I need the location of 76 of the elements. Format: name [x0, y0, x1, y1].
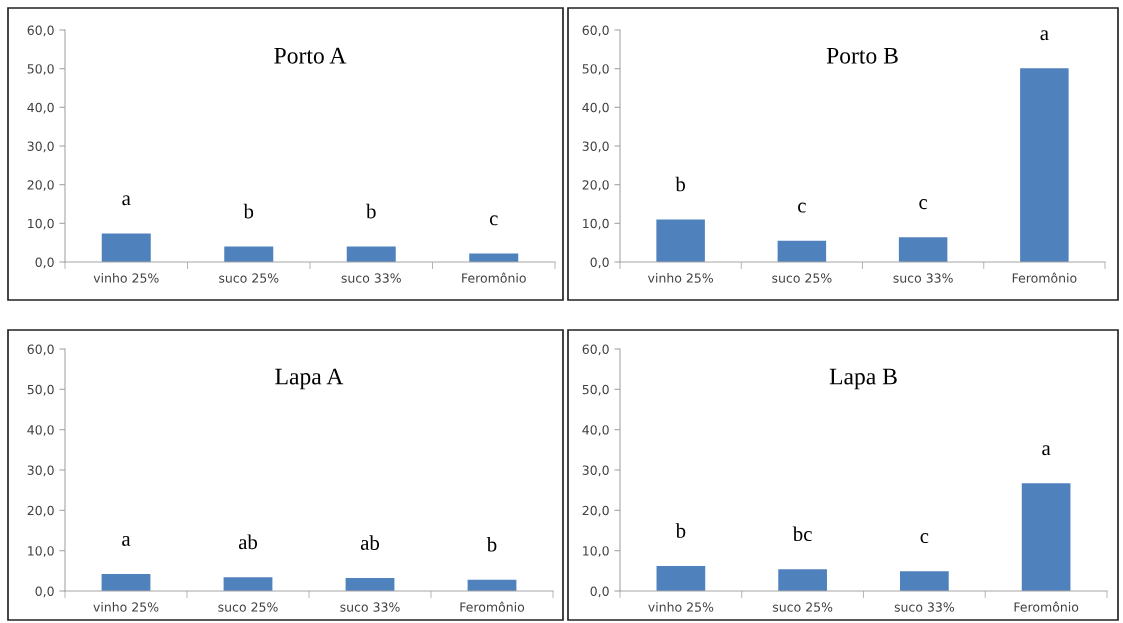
y-tick-label: 60,0 — [27, 25, 54, 37]
annotation: c — [920, 533, 929, 544]
y-tick-label: 50,0 — [27, 64, 54, 75]
x-tick-label: Feromônio — [462, 272, 526, 283]
x-tick-label: suco 25% — [219, 273, 279, 283]
y-tick-label: 60,0 — [582, 344, 609, 356]
annotation: a — [122, 535, 131, 546]
bar — [900, 571, 949, 591]
x-tick-label: Feromônio — [460, 601, 525, 612]
y-tick-label: 30,0 — [582, 141, 609, 153]
annotation: b — [243, 203, 254, 219]
bar — [777, 240, 827, 262]
x-tick-label: suco 25% — [218, 602, 278, 612]
y-tick-label: 0,0 — [35, 586, 54, 598]
bar — [469, 253, 519, 262]
annotation: bc — [792, 526, 812, 542]
bar — [1020, 68, 1069, 262]
bar — [656, 219, 705, 262]
x-tick-label: suco 25% — [772, 273, 832, 283]
bar — [224, 246, 274, 262]
x-tick-label: suco 33% — [340, 602, 400, 612]
y-tick-label: 40,0 — [27, 102, 54, 114]
bar — [1021, 483, 1071, 591]
annotation: ab — [238, 534, 258, 550]
text: Porto B — [826, 47, 898, 64]
annotation: b — [366, 203, 376, 219]
y-tick-label: 40,0 — [27, 425, 54, 436]
y-tick-label: 50,0 — [27, 384, 54, 396]
x-tick-label: suco 25% — [772, 602, 833, 612]
y-tick-label: 20,0 — [27, 505, 54, 517]
text: Lapa A — [275, 368, 344, 390]
x-tick-label: vinho 25% — [93, 273, 159, 283]
annotation: a — [1040, 30, 1049, 41]
y-tick-label: 50,0 — [582, 64, 609, 75]
text: Porto A — [274, 47, 347, 64]
bar — [346, 246, 396, 262]
x-tick-label: suco 33% — [894, 602, 955, 612]
x-tick-label: vinho 25% — [647, 273, 713, 283]
y-tick-label: 30,0 — [27, 465, 54, 477]
y-tick-label: 40,0 — [582, 102, 609, 114]
bar — [101, 233, 151, 262]
annotation: c — [919, 199, 928, 210]
bar — [898, 237, 948, 262]
y-tick-label: 10,0 — [28, 218, 54, 230]
x-tick-label: suco 33% — [893, 273, 953, 283]
x-tick-label: vinho 25% — [93, 602, 159, 612]
y-tick-label: 0,0 — [35, 257, 54, 269]
y-tick-label: 30,0 — [582, 465, 609, 477]
y-tick-label: 50,0 — [582, 384, 609, 396]
annotation: b — [486, 536, 497, 552]
y-tick-label: 10,0 — [583, 546, 609, 557]
y-tick-label: 10,0 — [28, 546, 54, 557]
text: Lapa B — [829, 368, 897, 390]
y-tick-label: 30,0 — [27, 141, 54, 153]
annotation: a — [1042, 445, 1051, 456]
annotation: ab — [360, 535, 380, 550]
y-tick-label: 60,0 — [27, 344, 54, 356]
y-tick-label: 20,0 — [27, 180, 54, 191]
x-tick-label: Feromônio — [1012, 272, 1077, 283]
bar — [656, 565, 706, 591]
y-tick-label: 60,0 — [582, 25, 609, 37]
y-tick-label: 40,0 — [582, 425, 609, 436]
y-tick-label: 20,0 — [582, 505, 609, 517]
annotation: a — [122, 195, 131, 206]
annotation: c — [489, 215, 498, 226]
y-tick-label: 20,0 — [582, 180, 609, 191]
annotation: b — [675, 176, 686, 192]
annotation: c — [798, 202, 806, 213]
x-tick-label: suco 33% — [341, 273, 401, 283]
y-tick-label: 0,0 — [590, 257, 609, 269]
x-tick-label: Feromônio — [1014, 601, 1079, 612]
y-tick-label: 0,0 — [590, 586, 609, 598]
annotation: b — [675, 523, 686, 538]
x-tick-label: vinho 25% — [648, 602, 714, 612]
bar — [778, 569, 827, 591]
y-tick-label: 10,0 — [583, 218, 609, 230]
